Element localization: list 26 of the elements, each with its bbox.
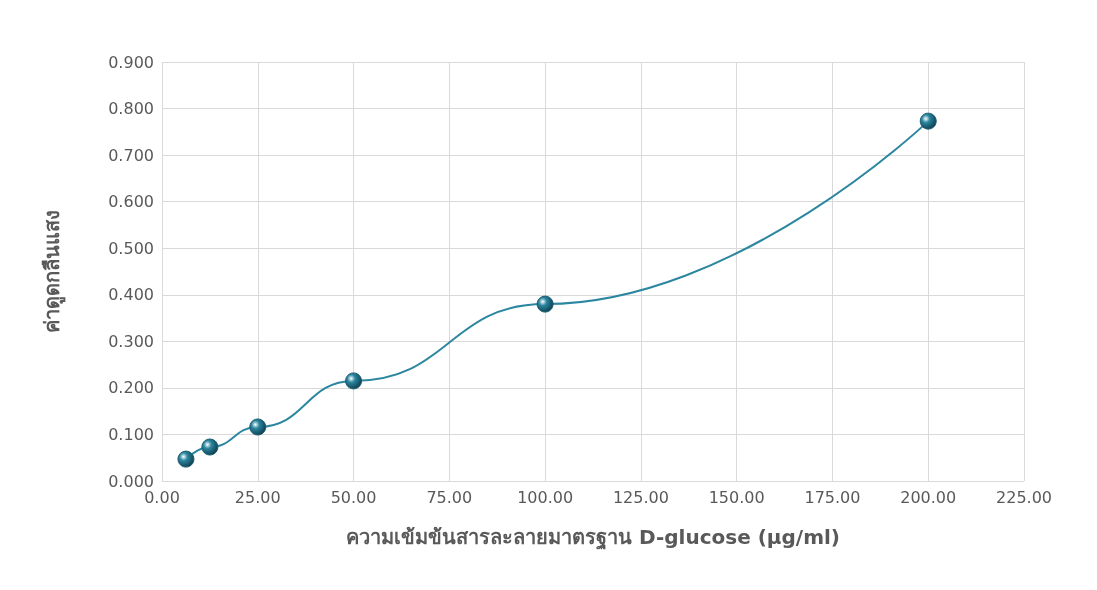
x-tick-label: 50.00 bbox=[330, 487, 377, 507]
y-tick-label: 0.800 bbox=[108, 99, 154, 119]
point bbox=[201, 438, 219, 456]
y-tick-label: 0.200 bbox=[108, 378, 154, 398]
point bbox=[177, 450, 195, 468]
point bbox=[536, 295, 554, 313]
x-tick-label: 175.00 bbox=[804, 487, 861, 507]
point bbox=[345, 372, 363, 390]
y-tick-label: 0.700 bbox=[108, 145, 154, 165]
point bbox=[919, 112, 937, 130]
x-tick-label: 25.00 bbox=[234, 487, 281, 507]
y-tick-label: 0.300 bbox=[108, 331, 154, 351]
x-tick-label: 225.00 bbox=[996, 487, 1052, 507]
x-tick-label: 200.00 bbox=[900, 487, 957, 507]
x-tick-label: 100.00 bbox=[517, 487, 574, 507]
x-axis-title: ความเข้มข้นสารละลายมาตรฐาน D-glucose (µg/ml) bbox=[346, 525, 840, 551]
y-tick-label: 0.500 bbox=[108, 238, 154, 258]
point bbox=[249, 418, 267, 436]
y-tick-label: 0.100 bbox=[108, 424, 154, 444]
y-tick-label: 0.600 bbox=[108, 192, 154, 212]
y-axis-title: ค่าดูดกลืนแสง bbox=[40, 210, 66, 333]
x-tick-label: 125.00 bbox=[612, 487, 669, 507]
x-tick-label: 75.00 bbox=[426, 487, 473, 507]
y-tick-label: 0.900 bbox=[108, 52, 154, 72]
x-tick-label: 150.00 bbox=[708, 487, 765, 507]
y-tick-label: 0.400 bbox=[108, 285, 154, 305]
